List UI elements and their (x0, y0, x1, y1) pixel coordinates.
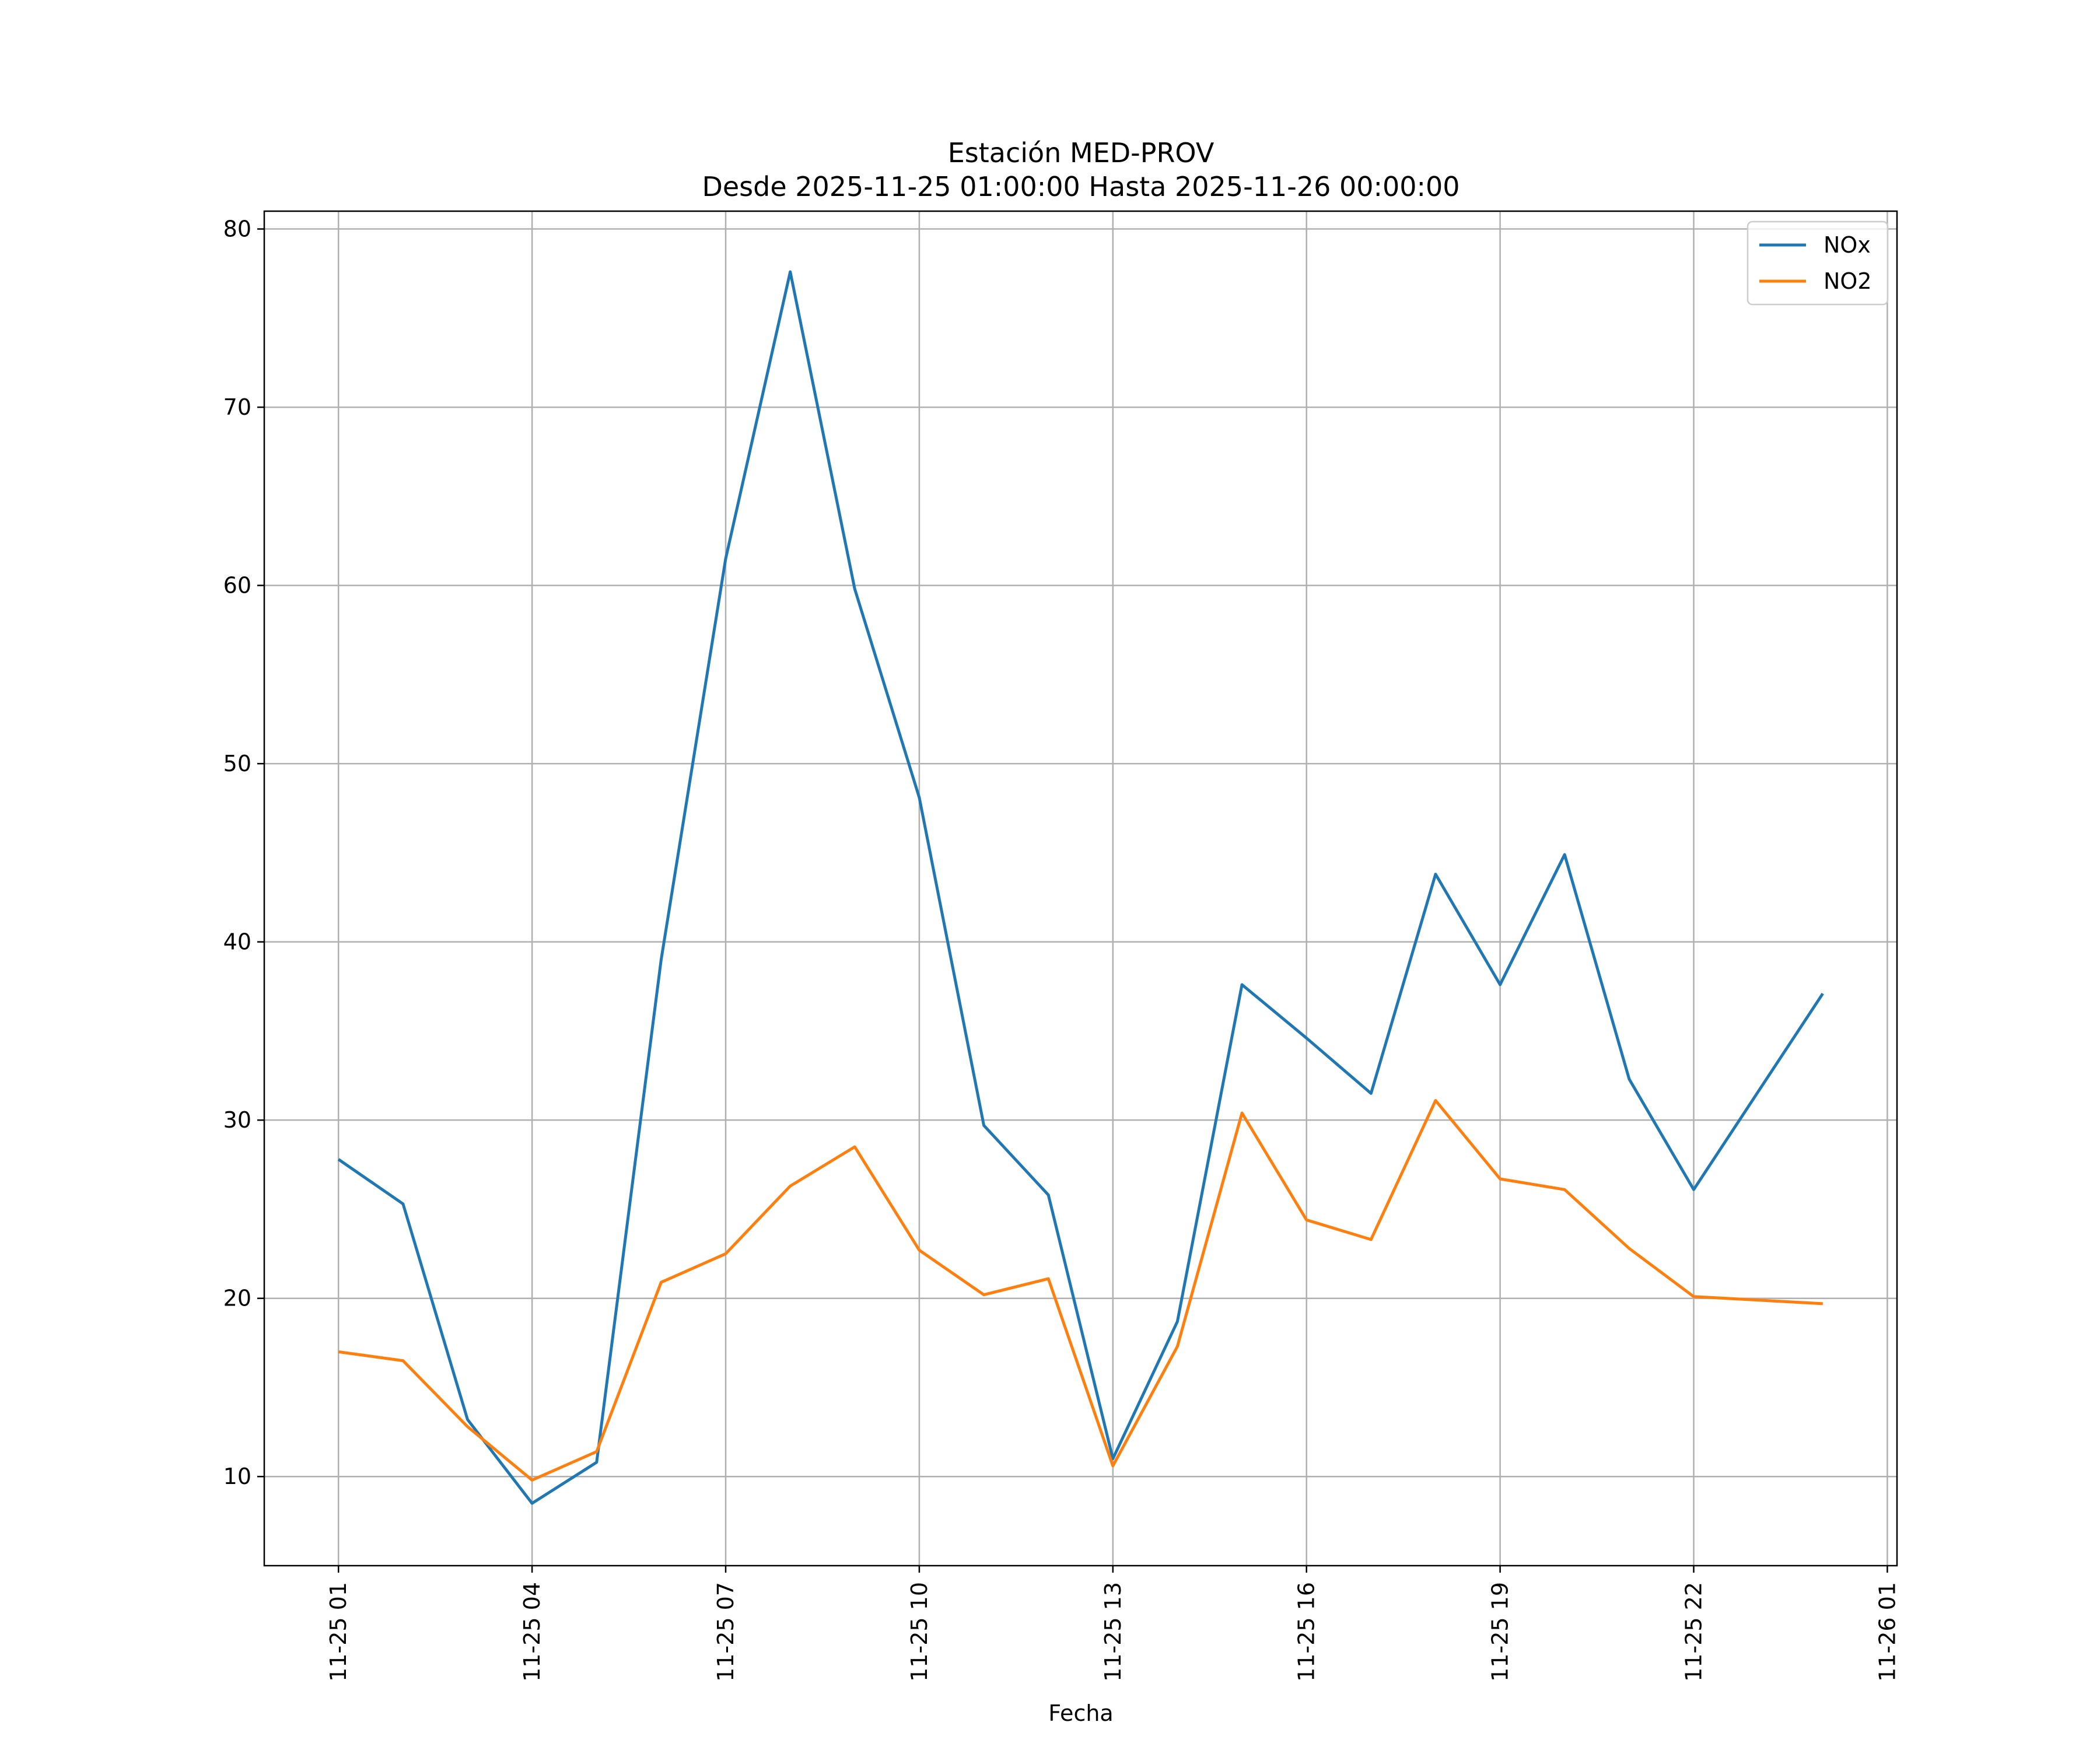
x-axis-label: Fecha (1048, 1700, 1113, 1726)
y-tick-label: 40 (223, 929, 251, 955)
x-tick-label: 11-25 07 (713, 1582, 738, 1682)
series-lines (337, 270, 1824, 1505)
y-tick-label: 70 (223, 394, 251, 420)
y-tick-label: 10 (223, 1464, 251, 1489)
legend-label: NOx (1824, 232, 1871, 258)
legend-label: NO2 (1824, 268, 1872, 294)
y-tick-label: 50 (223, 751, 251, 776)
chart-subtitle: Desde 2025-11-25 01:00:00 Hasta 2025-11-… (702, 171, 1460, 202)
x-tick-label: 11-25 22 (1681, 1582, 1707, 1682)
y-tick-label: 30 (223, 1107, 251, 1133)
legend: NOx NO2 (1746, 220, 1889, 306)
y-tick-label: 60 (223, 573, 251, 598)
x-tick-label: 11-25 01 (326, 1582, 351, 1682)
x-tick-label: 11-25 16 (1294, 1582, 1320, 1682)
y-axis: 10 20 30 40 50 60 70 80 (223, 216, 264, 1489)
plot-frame (263, 210, 1898, 1567)
series-line-nox (337, 270, 1824, 1505)
y-tick-label: 20 (223, 1286, 251, 1311)
grid (264, 211, 1897, 1566)
x-tick-label: 11-25 04 (519, 1582, 545, 1682)
x-tick-label: 11-26 01 (1874, 1582, 1900, 1682)
x-axis: 11-25 01 11-25 04 11-25 07 11-25 10 11-25 13… (326, 1566, 1900, 1682)
x-tick-label: 11-25 13 (1100, 1582, 1126, 1682)
chart-title: Estación MED-PROV (948, 137, 1214, 169)
x-tick-label: 11-25 19 (1488, 1582, 1513, 1682)
x-tick-label: 11-25 10 (907, 1582, 932, 1682)
series-line-no2 (338, 1099, 1823, 1482)
y-tick-label: 80 (223, 216, 251, 242)
legend-box (1746, 220, 1889, 306)
